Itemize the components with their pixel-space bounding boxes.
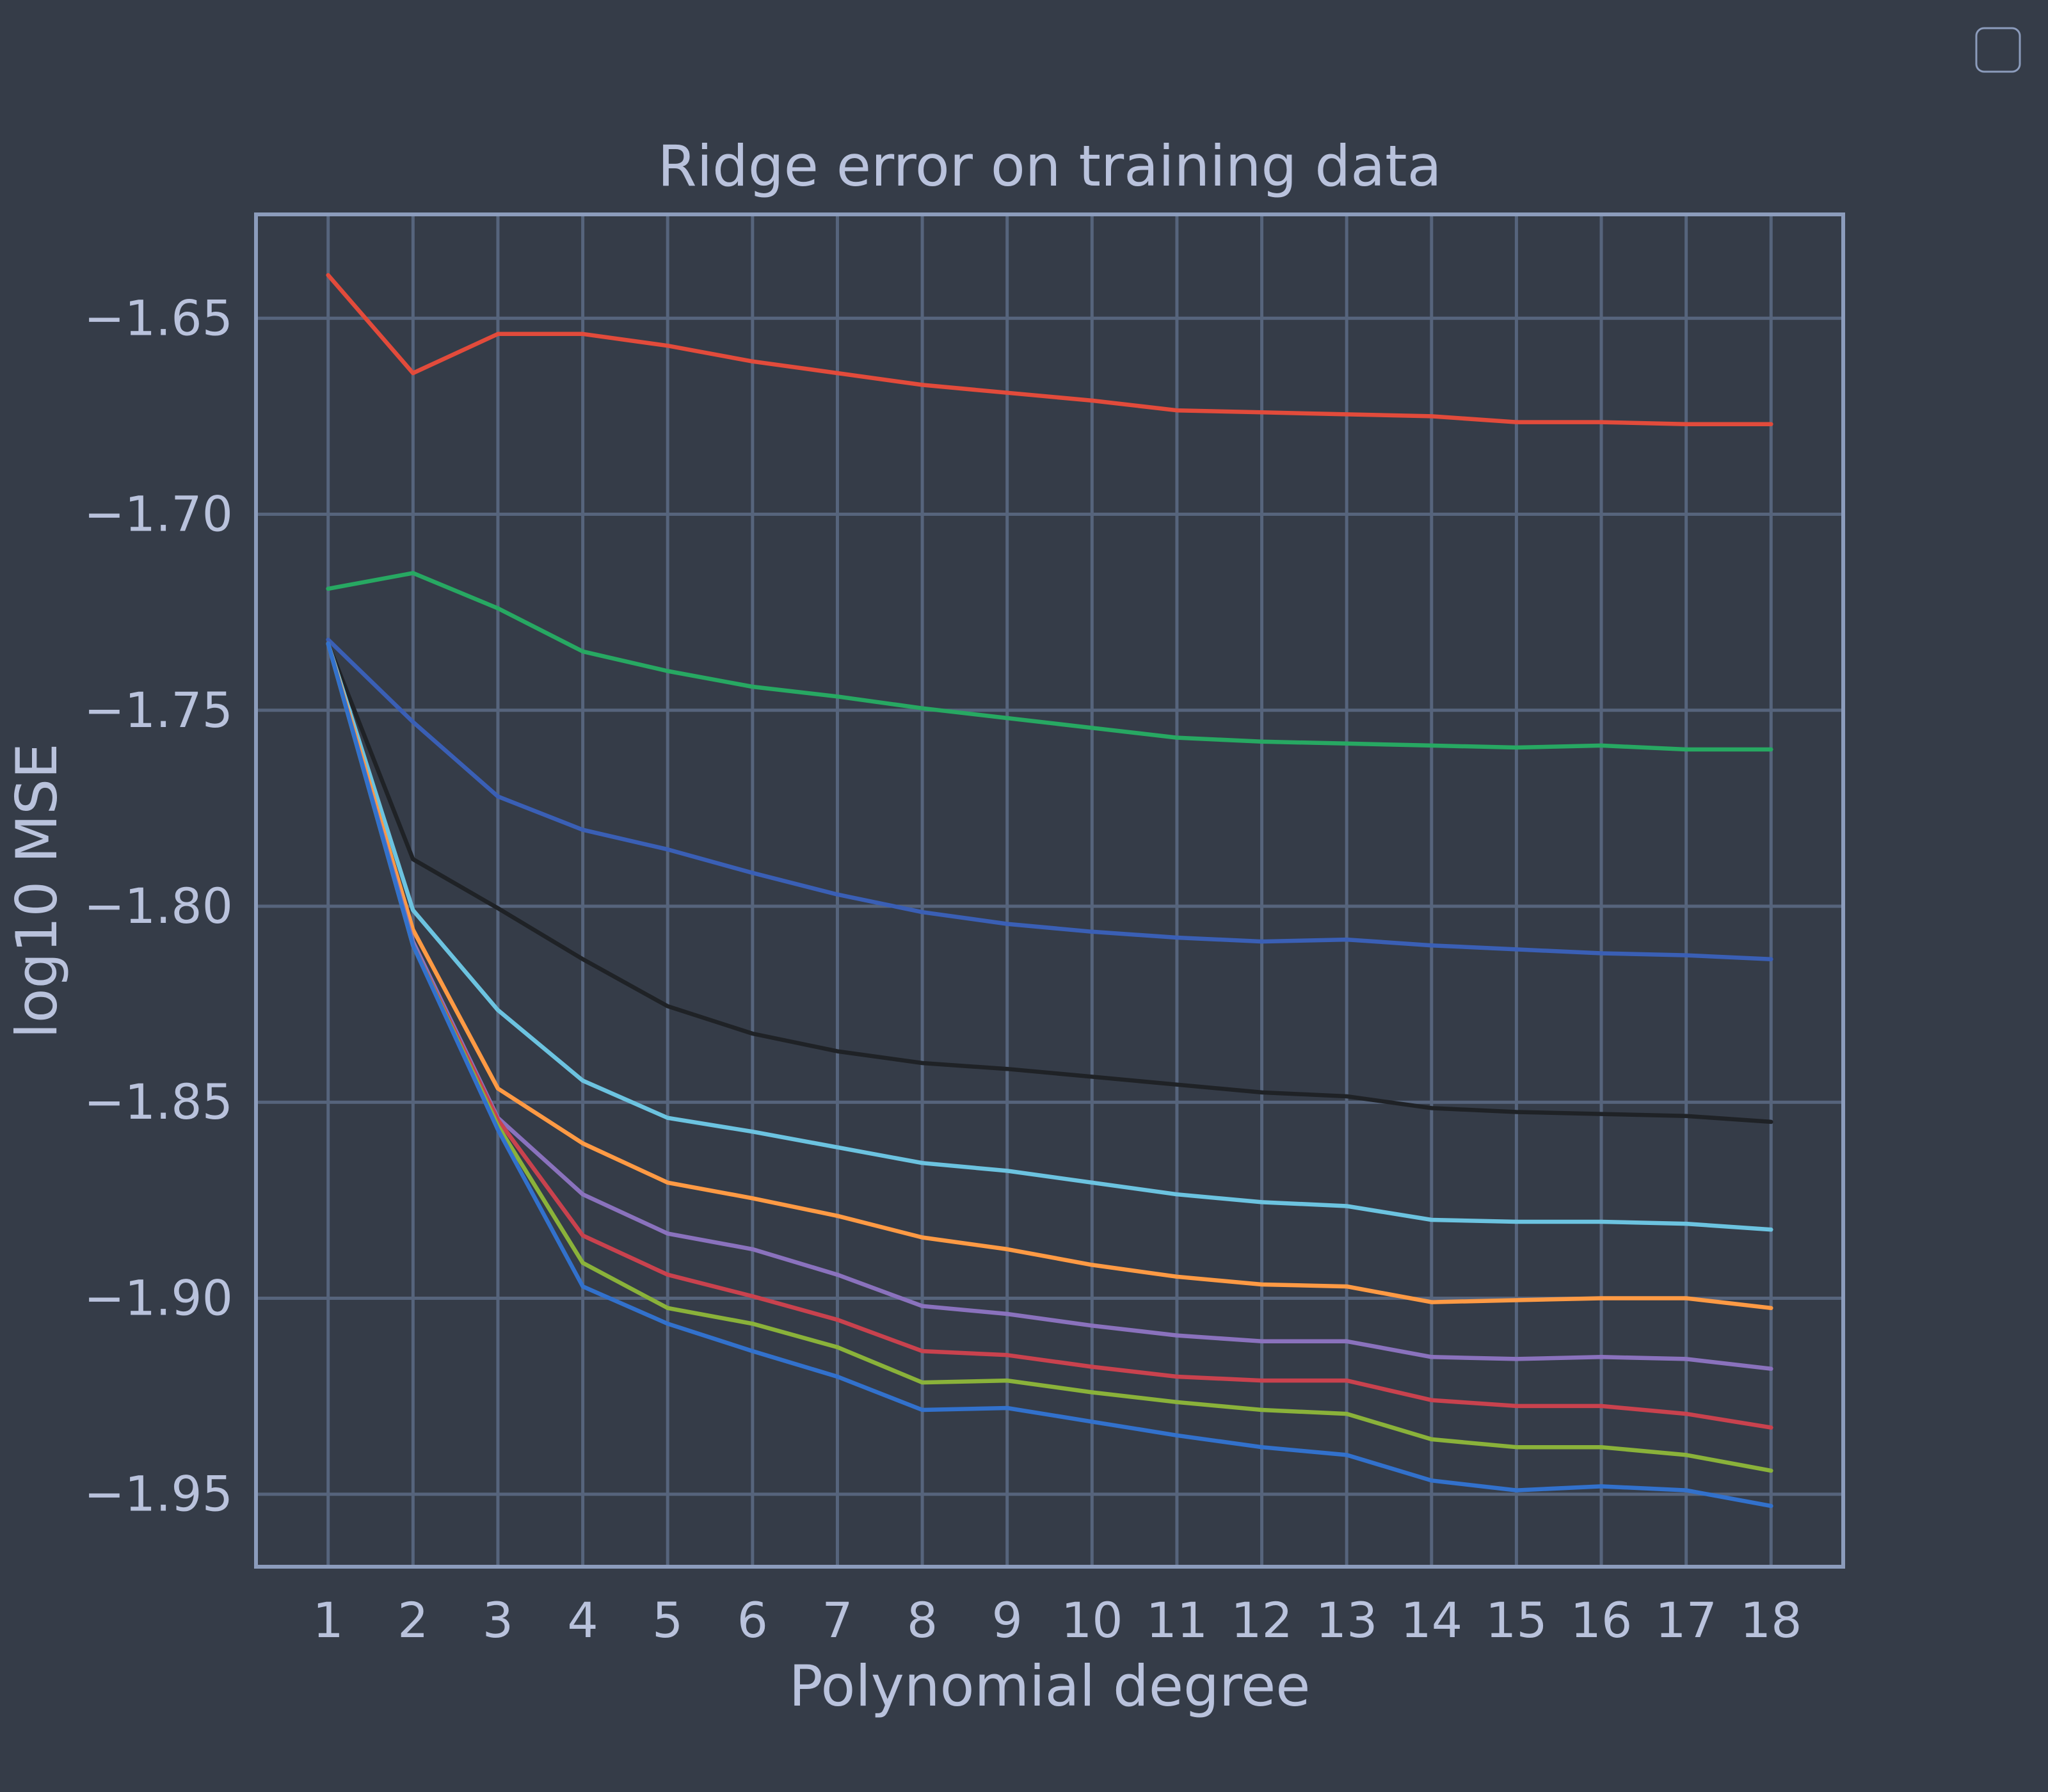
y-tick-label: −1.75 [84, 682, 233, 739]
series-line-10 [326, 641, 1773, 1508]
x-tick-label: 5 [652, 1592, 683, 1649]
series-line-5 [326, 641, 1773, 1232]
series-line-1 [326, 273, 1773, 426]
x-tick-label: 16 [1571, 1592, 1633, 1649]
x-tick-label: 12 [1231, 1592, 1293, 1649]
y-tick-label: −1.90 [84, 1269, 233, 1326]
series-line-8 [326, 641, 1773, 1430]
y-tick-label: −1.65 [84, 289, 233, 346]
x-tick-label: 14 [1400, 1592, 1462, 1649]
y-tick-label: −1.80 [84, 877, 233, 934]
x-tick-labels: 1 2 3 4 5 6 7 8 9 10 11 12 13 14 15 16 17 18 [313, 1592, 1802, 1649]
legend-box [1975, 27, 2021, 73]
series-line-7 [326, 641, 1773, 1371]
x-tick-label: 4 [567, 1592, 598, 1649]
series-line-2 [326, 571, 1773, 752]
x-tick-label: 6 [737, 1592, 768, 1649]
x-tick-label: 2 [397, 1592, 428, 1649]
x-tick-label: 13 [1316, 1592, 1378, 1649]
x-tick-label: 1 [313, 1592, 344, 1649]
x-tick-label: 10 [1061, 1592, 1123, 1649]
y-tick-label: −1.95 [84, 1466, 233, 1523]
x-tick-label: 9 [992, 1592, 1023, 1649]
y-tick-label: −1.70 [84, 486, 233, 543]
x-tick-label: 15 [1485, 1592, 1548, 1649]
x-tick-label: 11 [1146, 1592, 1208, 1649]
x-tick-label: 7 [822, 1592, 852, 1649]
plot-frame [254, 212, 1845, 1569]
chart-title: Ridge error on training data [657, 133, 1441, 199]
series-line-3 [326, 637, 1773, 961]
series-line-9 [326, 641, 1773, 1473]
x-tick-label: 18 [1740, 1592, 1802, 1649]
x-tick-label: 8 [907, 1592, 938, 1649]
series-lines [326, 273, 1773, 1508]
y-tick-labels: −1.65 −1.70 −1.75 −1.80 −1.85 −1.90 −1.95 [84, 289, 233, 1522]
x-tick-label: 3 [483, 1592, 513, 1649]
x-axis-label: Polynomial degree [789, 1653, 1311, 1719]
series-line-6 [326, 641, 1773, 1311]
y-axis-label: log10 MSE [4, 743, 70, 1038]
x-tick-label: 17 [1655, 1592, 1717, 1649]
gridlines [256, 214, 1843, 1567]
series-line-4 [326, 641, 1773, 1124]
y-tick-label: −1.85 [84, 1073, 233, 1130]
